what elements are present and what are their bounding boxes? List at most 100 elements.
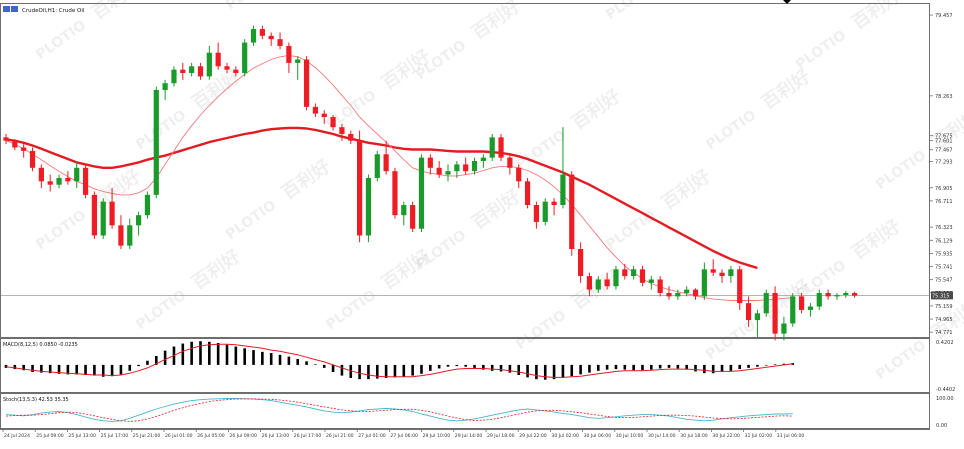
candle-body: [357, 140, 363, 236]
macd-histogram-bar: [482, 364, 485, 370]
macd-pane: [0, 338, 930, 393]
candle-body: [745, 303, 752, 321]
macd-histogram-bar: [75, 364, 79, 375]
candle: [197, 62, 204, 80]
chart-window-icon: [3, 6, 18, 12]
candle: [843, 290, 849, 298]
candle-body: [825, 293, 831, 297]
macd-histogram-bar: [128, 364, 132, 371]
candle: [754, 309, 760, 337]
candle: [471, 157, 478, 175]
macd-histogram-bar: [225, 344, 229, 365]
candle: [533, 201, 539, 229]
candle: [348, 130, 354, 145]
watermark-text: PLOTIO: [873, 337, 929, 383]
time-axis-label: 29 Jul 10:00: [423, 433, 451, 439]
candle: [631, 265, 637, 280]
candle-body: [684, 289, 690, 294]
candle: [82, 164, 89, 199]
stoch-axis-top: 100.00: [936, 396, 954, 402]
candle: [463, 157, 469, 175]
macd-histogram-bar: [314, 364, 317, 365]
macd-histogram-bar: [278, 354, 282, 365]
price-axis-label: 75.741: [935, 265, 953, 271]
time-axis-label: 26 Jul 01:00: [165, 433, 193, 439]
macd-histogram-bar: [375, 364, 379, 379]
candle: [38, 164, 44, 189]
macd-histogram-bar: [305, 361, 308, 365]
candle: [489, 133, 495, 162]
macd-histogram-bar: [384, 364, 388, 378]
macd-series: [4, 341, 795, 380]
candle: [728, 265, 734, 283]
watermark-text: PLOTIO: [873, 147, 929, 193]
time-axis-label: 31 Jul 02:00: [745, 433, 773, 439]
candle-body: [303, 59, 310, 107]
candle: [772, 286, 778, 341]
time-axis-label: 30 Jul 10:00: [616, 433, 644, 439]
macd-histogram-bar: [446, 364, 450, 367]
candle: [127, 218, 133, 250]
macd-histogram-bar: [57, 364, 61, 374]
candle-body: [348, 133, 354, 141]
candle: [684, 286, 690, 297]
macd-histogram-bar: [623, 364, 627, 370]
price-axis-label: 78.263: [935, 94, 953, 100]
candle-body: [47, 181, 53, 185]
candle: [807, 303, 814, 317]
candle-body: [533, 205, 539, 222]
watermark-text: 百利好: [758, 65, 815, 114]
time-axis-label: 30 Jul 06:00: [584, 433, 612, 439]
candle-body: [189, 66, 195, 74]
time-axis-label: 29 Jul 14:00: [455, 433, 483, 439]
candle-body: [180, 69, 186, 74]
watermark-text: PLOTIO: [33, 207, 89, 253]
candle: [560, 127, 566, 209]
watermark-text: 百利好: [848, 215, 905, 264]
time-axis-label: 26 Jul 09:00: [229, 433, 257, 439]
candle: [259, 25, 265, 40]
candle: [357, 130, 363, 243]
macd-histogram-bar: [614, 364, 618, 370]
candle: [47, 174, 53, 192]
macd-histogram-bar: [252, 350, 255, 365]
candle-body: [516, 167, 522, 182]
candle: [516, 164, 522, 189]
candle-body: [365, 177, 372, 236]
macd-histogram-bar: [499, 364, 503, 372]
candle-body: [144, 194, 151, 216]
candle-body: [843, 293, 849, 296]
candle: [781, 316, 787, 341]
watermark-text: PLOTIO: [133, 287, 189, 333]
chart-title: CrudeOil,H1: Crude Oil: [22, 8, 85, 14]
candle: [542, 198, 548, 226]
candle: [12, 139, 18, 151]
macd-histogram-bar: [703, 364, 706, 374]
candle: [825, 289, 831, 300]
candle-body: [215, 52, 221, 67]
candle: [321, 110, 327, 124]
candle-body: [710, 269, 716, 273]
candle: [303, 56, 310, 111]
candle: [118, 215, 124, 250]
macd-histogram-bar: [517, 364, 521, 375]
price-axis-label: 76.711: [935, 199, 953, 205]
macd-histogram-bar: [367, 364, 370, 380]
macd-histogram-bar: [322, 364, 326, 368]
macd-histogram-bar: [13, 364, 17, 370]
macd-histogram-bar: [658, 364, 662, 369]
candle-body: [127, 225, 133, 246]
candle-body: [524, 181, 531, 206]
macd-histogram-bar: [358, 364, 361, 380]
watermark-text: 百利好: [848, 0, 905, 34]
candle: [277, 32, 283, 50]
candle: [233, 66, 239, 77]
candle-body: [250, 29, 257, 43]
macd-histogram-bar: [747, 364, 750, 368]
slow-moving-average-line: [5, 126, 758, 270]
candle: [136, 211, 142, 236]
macd-histogram-bar: [287, 356, 291, 365]
